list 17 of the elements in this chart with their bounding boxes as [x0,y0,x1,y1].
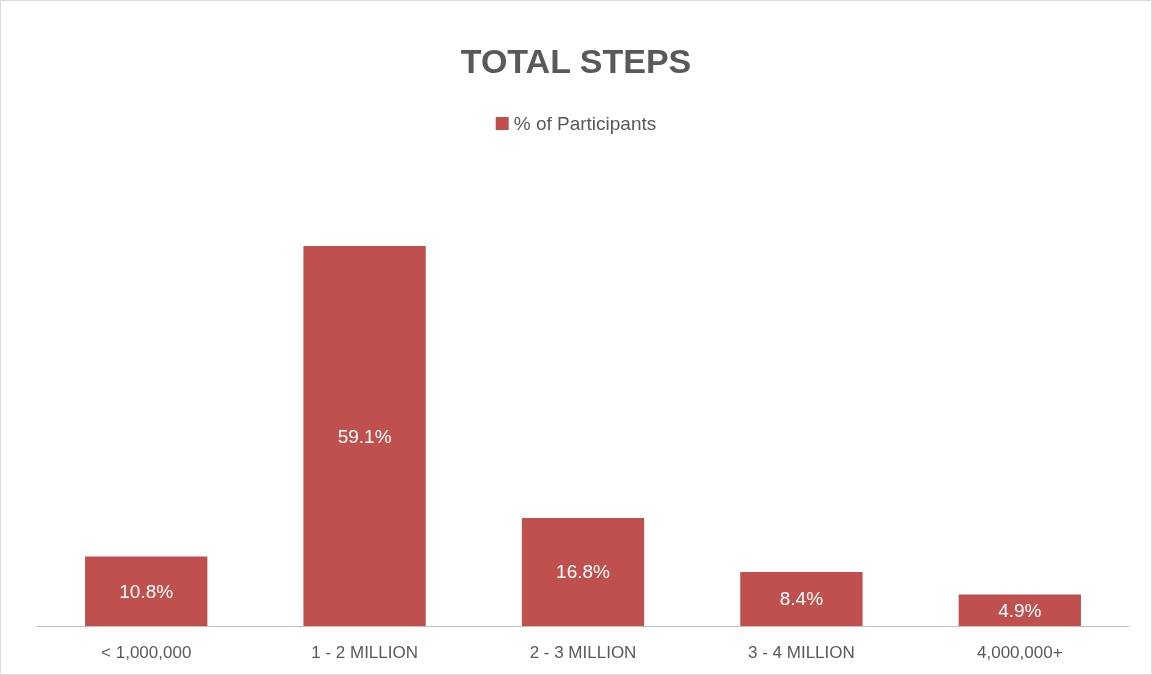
x-tick-label: 2 - 3 MILLION [529,643,637,662]
data-label: 8.4% [779,588,824,610]
bar [85,556,208,626]
x-tick-label: < 1,000,000 [101,643,192,662]
data-label: 16.8% [556,561,611,583]
chart-title: TOTAL STEPS [460,42,692,80]
data-label: 4.9% [998,599,1042,621]
data-label: 10.8% [119,580,174,602]
bar [740,571,863,626]
data-label: 59.1% [337,425,392,447]
legend-label: % of Participants [513,113,657,134]
bar [521,517,645,626]
bar [958,594,1081,626]
x-tick-label: 4,000,000+ [977,643,1063,662]
x-tick-label: 3 - 4 MILLION [748,643,855,662]
bar [303,246,426,626]
x-tick-label: 1 - 2 MILLION [311,643,418,662]
